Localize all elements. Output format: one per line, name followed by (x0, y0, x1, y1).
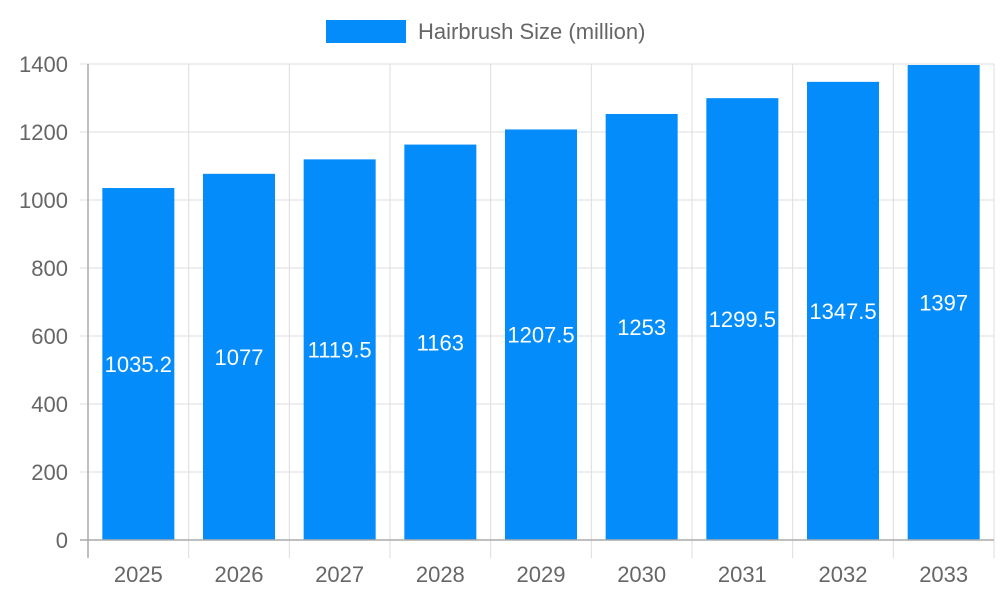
bar (505, 129, 577, 540)
bar (907, 65, 980, 541)
x-tick-label: 2031 (718, 562, 767, 587)
x-tick-label: 2029 (517, 562, 566, 587)
x-tick-label: 2027 (315, 562, 364, 587)
x-tick-label: 2028 (416, 562, 465, 587)
axes: 0 200 400 600 800 1000 1200 1400 2025 2026 2027 202… (19, 52, 994, 587)
x-tick-label: 2032 (819, 562, 868, 587)
bar (807, 81, 879, 540)
y-tick-label: 1400 (19, 52, 68, 77)
y-tick-label: 1200 (19, 120, 68, 145)
bars: 1035.2 1077 1119.5 1163 1207.5 1253 1299.5 1347… (102, 65, 980, 541)
bar (605, 113, 678, 540)
x-tick-label: 2026 (215, 562, 264, 587)
bar (706, 98, 779, 541)
legend[interactable]: Hairbrush Size (million) (326, 19, 645, 44)
legend-label: Hairbrush Size (million) (418, 19, 645, 44)
y-tick-label: 200 (31, 460, 68, 485)
data-label: 1347.5 (809, 299, 876, 324)
data-label: 1077 (215, 345, 264, 370)
x-tick-label: 2030 (617, 562, 666, 587)
data-label: 1299.5 (709, 307, 776, 332)
bar (102, 188, 175, 541)
x-tick-label: 2033 (919, 562, 968, 587)
y-tick-label: 0 (56, 528, 68, 553)
bar (404, 144, 477, 540)
data-label: 1397 (919, 291, 968, 316)
y-tick-label: 1000 (19, 188, 68, 213)
data-label: 1253 (617, 315, 666, 340)
y-tick-label: 600 (31, 324, 68, 349)
data-label: 1119.5 (308, 338, 372, 363)
y-tick-label: 800 (31, 256, 68, 281)
x-tick-label: 2025 (114, 562, 163, 587)
data-label: 1163 (417, 330, 464, 355)
legend-swatch (326, 20, 406, 43)
data-label: 1035.2 (105, 352, 172, 377)
data-label: 1207.5 (507, 323, 574, 348)
bar (203, 173, 275, 540)
bar (303, 159, 376, 540)
y-tick-label: 400 (31, 392, 68, 417)
